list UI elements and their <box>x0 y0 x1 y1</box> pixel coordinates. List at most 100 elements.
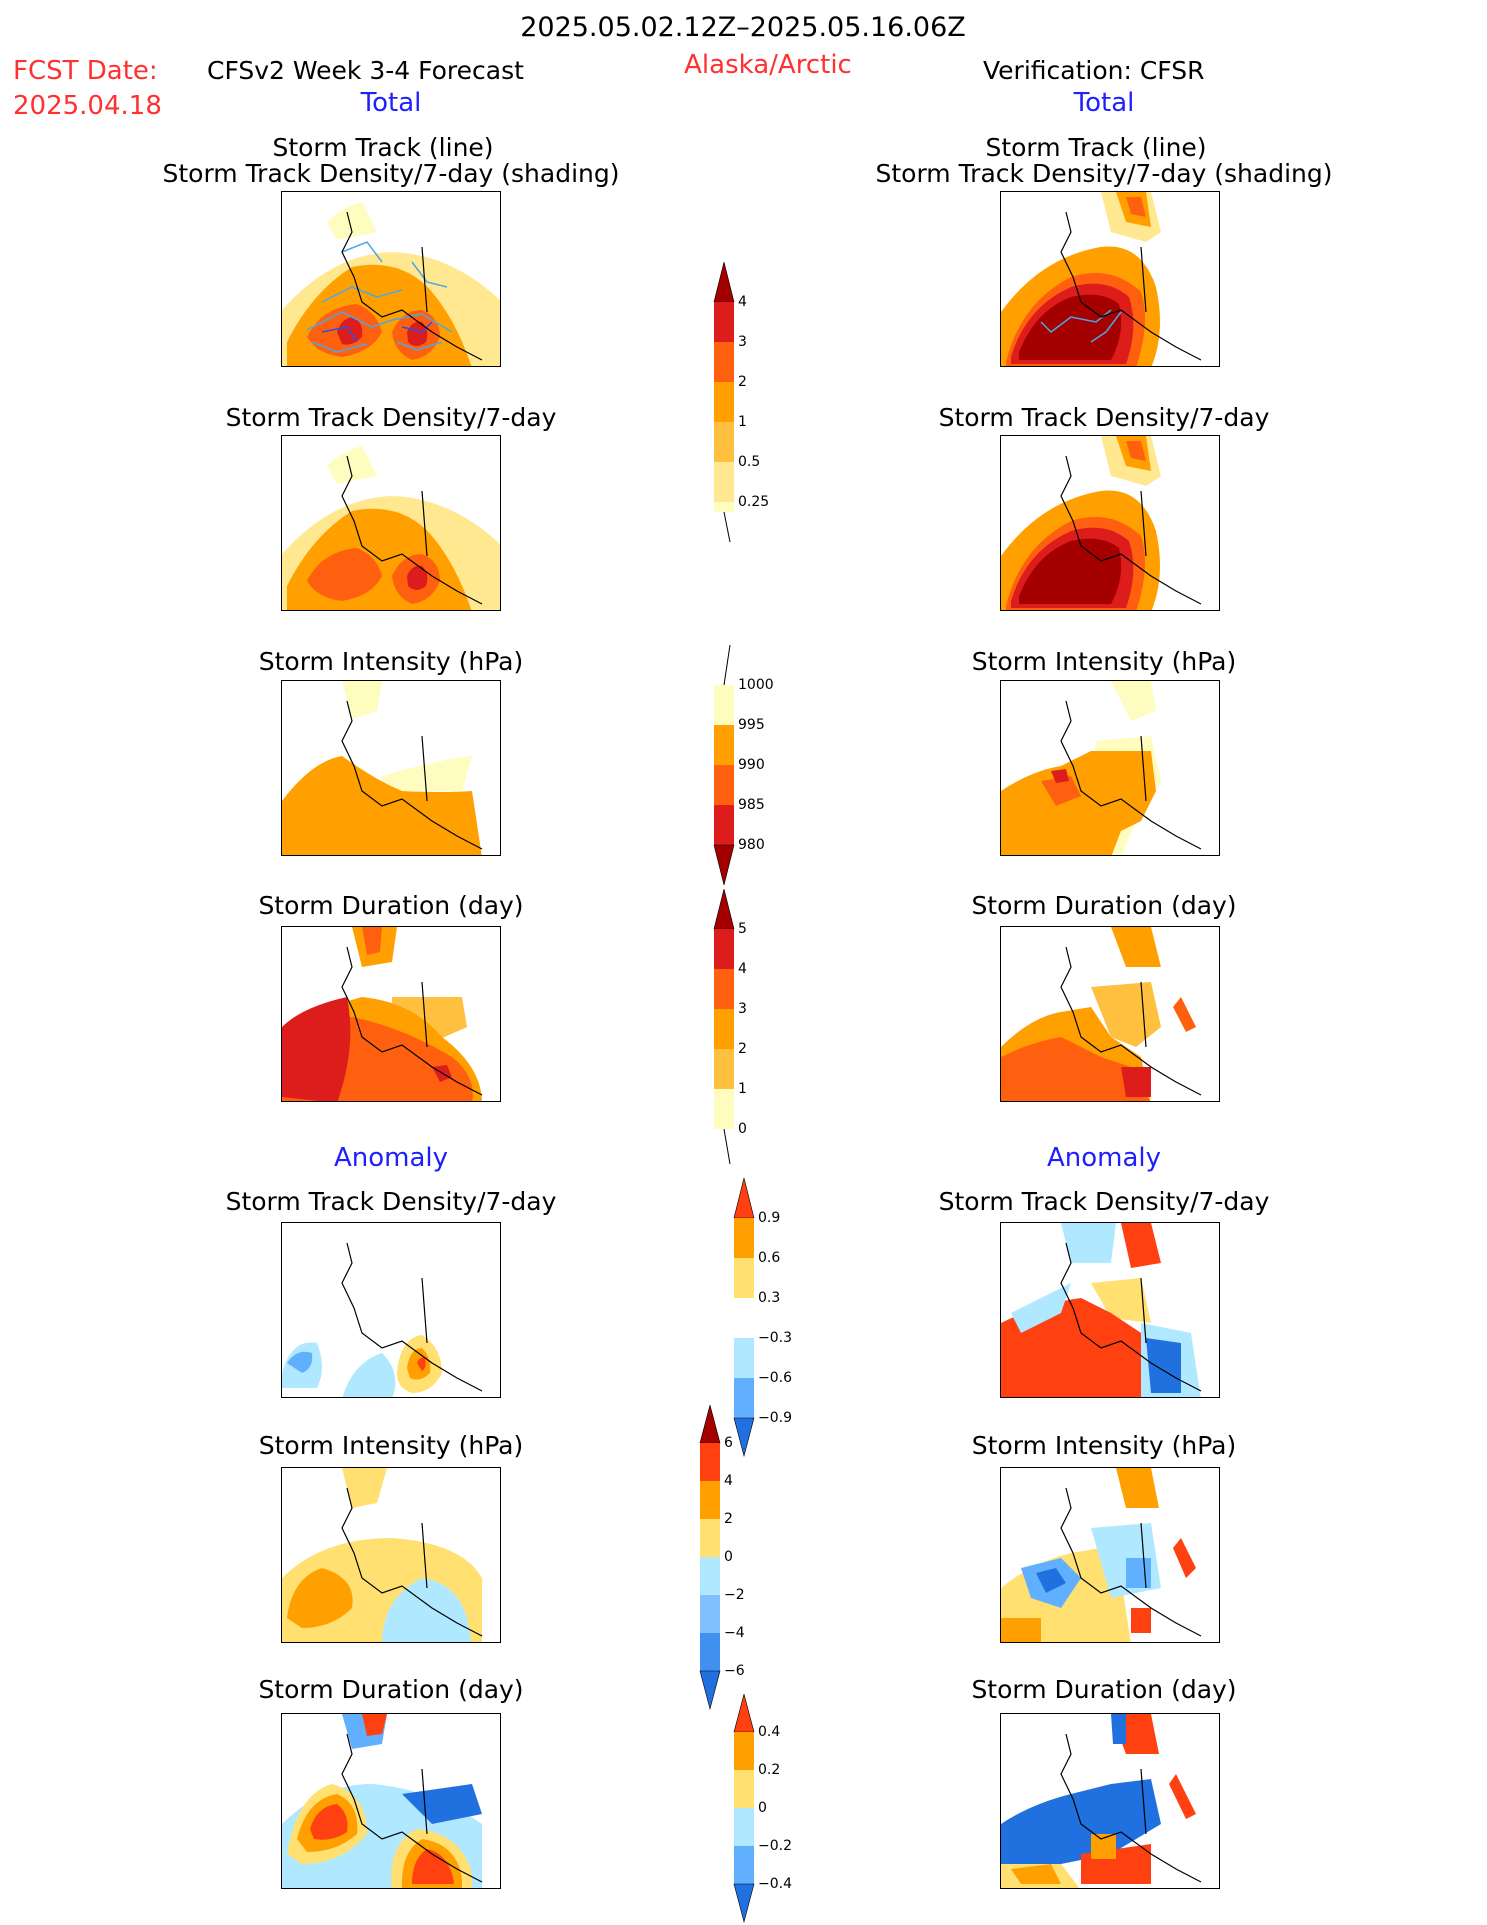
cbar-anom-intensity-tick: 6 <box>724 1435 733 1451</box>
map-right-intensity <box>1000 680 1220 856</box>
cbar-duration-tick: 1 <box>738 1081 747 1097</box>
map-right-track-line <box>1000 191 1220 367</box>
section-anomaly-right: Anomaly <box>1046 1143 1162 1173</box>
map-left-duration <box>281 926 501 1102</box>
cbar-density-tick: 0.5 <box>738 454 760 470</box>
cbar-intensity-tick: 995 <box>738 717 765 733</box>
cbar-duration-tick: 0 <box>738 1121 747 1137</box>
cbar-anom-density-top-arrow <box>733 1178 755 1219</box>
fcst-date-label: FCST Date: <box>13 56 158 86</box>
cbar-density-top-arrow <box>713 262 735 303</box>
map-right-anom-duration <box>1000 1713 1220 1889</box>
cbar-anom-intensity-tick: 4 <box>724 1473 733 1489</box>
cbar-density-tick: 3 <box>738 334 747 350</box>
colorbar-density: 4 3 2 1 0.5 0.25 <box>713 262 769 543</box>
cbar-anom-duration-top-arrow <box>733 1694 755 1733</box>
map-graphic <box>282 446 500 610</box>
cbar-density-tick: 2 <box>738 374 747 390</box>
cbar-density-tick: 4 <box>738 294 747 310</box>
cbar-duration-tick: 5 <box>738 921 747 937</box>
fcst-date-value: 2025.04.18 <box>13 91 162 121</box>
verification-title: Verification: CFSR <box>983 56 1205 85</box>
cbar-intensity-tick: 990 <box>738 757 765 773</box>
map-left-anom-intensity <box>281 1467 501 1643</box>
title-left-anom-duration: Storm Duration (day) <box>258 1675 524 1704</box>
map-left-anom-density <box>281 1222 501 1398</box>
cbar-anom-density-tick: −0.9 <box>758 1410 792 1426</box>
cbar-intensity-tick: 1000 <box>738 677 774 693</box>
cbar-density-tick: 0.25 <box>738 494 769 510</box>
map-left-track-density <box>281 435 501 611</box>
colorbar-anom-density: 0.9 0.6 0.3 −0.3 −0.6 −0.9 <box>733 1178 792 1458</box>
cbar-intensity-bottom-arrow <box>713 844 735 886</box>
map-left-anom-duration <box>281 1713 501 1889</box>
map-graphic <box>1001 1223 1202 1397</box>
map-right-anom-density <box>1000 1222 1220 1398</box>
title-left-anom-density: Storm Track Density/7-day <box>225 1187 557 1216</box>
title-left-track-density: Storm Track Density/7-day <box>225 403 557 432</box>
title-right-track-line: Storm Track (line) <box>985 133 1207 162</box>
map-graphic <box>282 1468 483 1642</box>
cbar-anom-duration-bottom-arrow <box>733 1883 755 1924</box>
map-graphic <box>1001 1714 1202 1888</box>
map-graphic <box>1001 681 1202 855</box>
cbar-anom-density-tick: 0.6 <box>758 1250 780 1266</box>
title-left-duration: Storm Duration (day) <box>258 891 524 920</box>
cbar-anom-duration-tick: 0 <box>758 1800 767 1816</box>
section-anomaly-left: Anomaly <box>333 1143 449 1173</box>
cbar-anom-duration-tick: −0.4 <box>758 1876 792 1892</box>
map-graphic <box>282 1714 483 1888</box>
cbar-duration-tick: 3 <box>738 1001 747 1017</box>
map-graphic <box>1001 927 1202 1101</box>
cbar-anom-density-tick: −0.6 <box>758 1370 792 1386</box>
cbar-anom-duration-tick: 0.2 <box>758 1762 780 1778</box>
colorbar-intensity: 1000 995 990 985 980 <box>713 645 774 886</box>
model-title: CFSv2 Week 3-4 Forecast <box>207 56 524 85</box>
map-left-track-line <box>281 191 501 367</box>
cbar-duration-top-arrow <box>713 889 735 930</box>
cbar-anom-intensity-bottom-arrow <box>699 1670 721 1711</box>
title-left-intensity: Storm Intensity (hPa) <box>258 647 524 676</box>
cbar-intensity-tick: 980 <box>738 837 765 853</box>
map-graphic <box>1001 436 1202 610</box>
map-graphic <box>282 202 500 366</box>
title-left-track-density-shading: Storm Track Density/7-day (shading) <box>162 159 620 188</box>
cbar-anom-duration-tick: 0.4 <box>758 1724 780 1740</box>
map-graphic <box>1001 1468 1202 1642</box>
map-right-track-density <box>1000 435 1220 611</box>
colorbar-anom-duration: 0.4 0.2 0 −0.2 −0.4 <box>733 1694 792 1924</box>
map-graphic <box>1001 192 1202 366</box>
title-right-duration: Storm Duration (day) <box>971 891 1237 920</box>
cbar-anom-intensity-tick: 0 <box>724 1549 733 1565</box>
title-right-intensity: Storm Intensity (hPa) <box>971 647 1237 676</box>
title-right-track-density: Storm Track Density/7-day <box>938 403 1270 432</box>
colorbar-duration: 5 4 3 2 1 0 <box>713 889 747 1165</box>
title-right-anom-intensity: Storm Intensity (hPa) <box>971 1431 1237 1460</box>
title-right-anom-density: Storm Track Density/7-day <box>938 1187 1270 1216</box>
map-graphic <box>282 681 483 855</box>
cbar-anom-intensity-tick: 2 <box>724 1511 733 1527</box>
title-right-track-density-shading: Storm Track Density/7-day (shading) <box>875 159 1333 188</box>
cbar-anom-intensity-top-arrow <box>699 1405 721 1444</box>
map-graphic <box>282 1242 483 1397</box>
cbar-anom-density-tick: 0.9 <box>758 1210 780 1226</box>
map-right-duration <box>1000 926 1220 1102</box>
cbar-density-tick: 1 <box>738 414 747 430</box>
cbar-anom-density-tick: −0.3 <box>758 1330 792 1346</box>
section-total-right: Total <box>1073 88 1135 118</box>
title-left-anom-intensity: Storm Intensity (hPa) <box>258 1431 524 1460</box>
cbar-anom-density-bottom-arrow <box>733 1417 755 1458</box>
map-right-anom-intensity <box>1000 1467 1220 1643</box>
map-graphic <box>282 927 483 1101</box>
cbar-anom-duration-tick: −0.2 <box>758 1838 792 1854</box>
cbar-intensity-tick: 985 <box>738 797 765 813</box>
date-range-title: 2025.05.02.12Z–2025.05.16.06Z <box>520 12 966 43</box>
title-right-anom-duration: Storm Duration (day) <box>971 1675 1237 1704</box>
colorbar-anom-intensity: 6 4 2 0 −2 −4 −6 <box>699 1405 745 1711</box>
title-left-track-line: Storm Track (line) <box>272 133 494 162</box>
cbar-anom-intensity-tick: −2 <box>724 1587 745 1603</box>
cbar-duration-tick: 4 <box>738 961 747 977</box>
cbar-anom-density-tick: 0.3 <box>758 1290 780 1306</box>
cbar-anom-intensity-tick: −6 <box>724 1663 745 1679</box>
region-title: Alaska/Arctic <box>684 50 852 80</box>
